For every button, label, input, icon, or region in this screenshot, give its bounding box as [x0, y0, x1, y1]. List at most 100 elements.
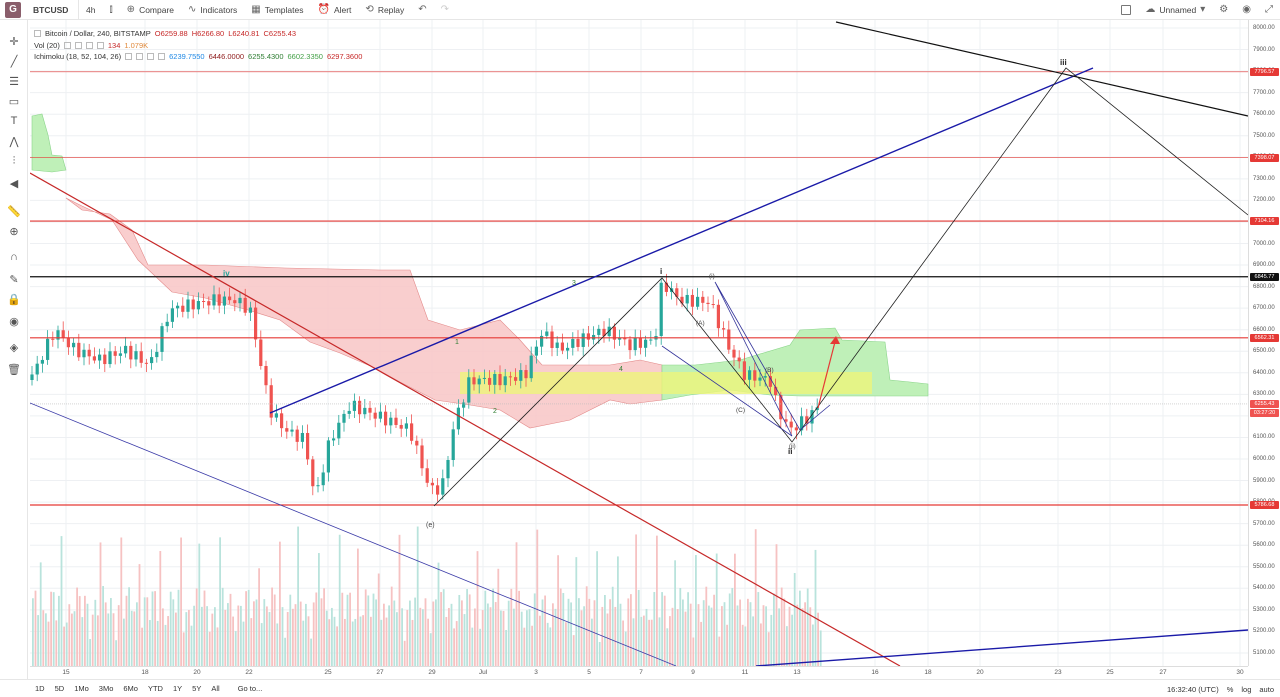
magnet-icon[interactable]: ∩: [10, 251, 18, 263]
range-all[interactable]: All: [211, 684, 220, 693]
legend-main-row[interactable]: Bitcoin / Dollar, 240, BITSTAMP O6259.88…: [34, 28, 362, 40]
time-tick: 18: [924, 669, 932, 676]
indicators-button[interactable]: ∿ Indicators: [181, 0, 244, 20]
text-icon[interactable]: T: [10, 115, 18, 127]
price-chart[interactable]: iv i ii iii 1 2 3 4 (e) (A) (B) (C) (i) …: [30, 20, 1248, 666]
log-toggle[interactable]: log: [1241, 684, 1252, 694]
horizontal-lines-icon[interactable]: ☰: [9, 75, 19, 88]
undo-button[interactable]: ↶: [411, 0, 433, 20]
legend-volume-row[interactable]: Vol (20) 134 1.079K: [34, 40, 362, 52]
legend-ichimoku-row[interactable]: Ichimoku (18, 52, 104, 26) 6239.7550 644…: [34, 51, 362, 63]
ichimoku-cloud-bullish-left: [31, 113, 67, 173]
close-small-icon[interactable]: [85, 41, 93, 49]
close-small-icon[interactable]: [147, 53, 155, 61]
price-tick: 6600.00: [1253, 326, 1275, 333]
volume-bar: [604, 595, 606, 666]
range-3mo[interactable]: 3Mo: [98, 684, 114, 693]
symbol-search[interactable]: BTCUSD: [21, 0, 79, 20]
candle-body: [420, 445, 424, 469]
volume-bar: [370, 616, 372, 666]
interval-button[interactable]: 4h: [86, 4, 96, 15]
templates-button[interactable]: ▦ Templates: [244, 0, 310, 20]
percent-toggle[interactable]: %: [1226, 684, 1234, 694]
volume-bar: [406, 609, 409, 666]
snapshot-button[interactable]: ◉: [1235, 0, 1258, 20]
range-5y[interactable]: 5Y: [192, 684, 202, 693]
volume-bar: [609, 599, 611, 666]
range-1y[interactable]: 1Y: [172, 684, 183, 693]
time-axis[interactable]: 15 18 20 22 25 27 29 Jul 3 5 7 9 11 13 16 18 20 23 25 27 30: [30, 666, 1248, 679]
utc-clock[interactable]: 16:32:40 (UTC): [1167, 684, 1219, 694]
candle-body: [784, 419, 788, 422]
zoom-icon[interactable]: ⊕: [9, 225, 19, 238]
volume-bar: [541, 599, 544, 666]
range-1mo[interactable]: 1Mo: [74, 684, 89, 693]
candle-body: [259, 339, 263, 366]
crosshair-icon[interactable]: ✛: [9, 35, 19, 48]
eye-small-icon[interactable]: [125, 53, 133, 61]
range-ytd[interactable]: YTD: [147, 684, 163, 693]
candle-body: [550, 331, 554, 348]
hide-toolbar-icon[interactable]: ◀: [9, 177, 19, 190]
ichimoku-base: 6446.0000: [208, 52, 245, 61]
volume-bar: [809, 607, 812, 666]
layout-menu[interactable]: ☁ Unnamed ▾: [1138, 0, 1212, 20]
goto-button[interactable]: Go to...: [237, 684, 263, 693]
volume-bar: [266, 606, 268, 666]
auto-toggle[interactable]: auto: [1259, 684, 1274, 694]
app-logo[interactable]: G: [5, 1, 21, 18]
eye-icon[interactable]: ◉: [9, 315, 19, 328]
time-tick: 29: [428, 669, 436, 676]
range-5d[interactable]: 5D: [54, 684, 65, 693]
replay-button[interactable]: ⟲ Replay: [358, 0, 411, 20]
trendline-icon[interactable]: ╱: [10, 55, 18, 68]
wave-label-iii: iii: [1060, 58, 1067, 67]
range-6mo[interactable]: 6Mo: [123, 684, 138, 693]
candle-body: [586, 333, 590, 340]
compare-button[interactable]: ⊕ Compare: [120, 0, 181, 20]
ruler-icon[interactable]: 📏: [7, 205, 21, 218]
settings-small-icon[interactable]: [74, 41, 82, 49]
lock-icon[interactable]: 🔒: [7, 293, 21, 306]
rectangle-icon[interactable]: ▭: [8, 95, 20, 108]
alert-button[interactable]: ⏰ Alert: [310, 0, 358, 20]
templates-label: Templates: [264, 4, 304, 15]
volume-bar: [177, 589, 180, 666]
chart-type-button[interactable]: ⫾: [102, 0, 119, 20]
volume-bar: [117, 605, 120, 666]
volume-bar: [120, 537, 123, 666]
volume-bar: [819, 630, 822, 666]
candle-body: [150, 357, 154, 364]
layers-icon[interactable]: ◈: [9, 341, 19, 354]
volume-bar: [377, 573, 380, 666]
price-tick: 5600.00: [1253, 542, 1275, 549]
candle-body: [378, 411, 382, 419]
volume-bar: [575, 557, 578, 666]
volume-bar: [73, 611, 76, 666]
range-1d[interactable]: 1D: [35, 684, 45, 693]
volume-bar: [214, 607, 216, 666]
redo-button[interactable]: ↷: [434, 0, 456, 20]
volume-bar: [539, 615, 541, 666]
settings-small-icon[interactable]: [136, 53, 144, 61]
collapse-icon[interactable]: [34, 30, 41, 38]
time-tick: 27: [1159, 669, 1167, 676]
eye-small-icon[interactable]: [63, 41, 71, 49]
settings-button[interactable]: ⚙: [1212, 0, 1235, 20]
layout-toggle[interactable]: [1114, 0, 1138, 20]
projection-arrow-head: [830, 336, 840, 344]
stay-drawing-icon[interactable]: ✎: [9, 273, 19, 286]
pattern-icon[interactable]: ⋀: [9, 135, 19, 148]
price-axis[interactable]: 8000.007900.007800.007700.007600.007500.…: [1248, 20, 1280, 666]
volume-bar: [159, 551, 162, 666]
prediction-icon[interactable]: ⫶: [12, 154, 16, 167]
more-small-icon[interactable]: [96, 41, 104, 49]
candle-body: [92, 356, 96, 361]
price-tick: 7000.00: [1253, 240, 1275, 247]
chart-pane[interactable]: iv i ii iii 1 2 3 4 (e) (A) (B) (C) (i) …: [30, 20, 1248, 666]
volume-bar: [424, 598, 427, 666]
fullscreen-button[interactable]: ⤢: [1258, 0, 1280, 20]
more-small-icon[interactable]: [158, 53, 166, 61]
trash-icon[interactable]: 🗑: [7, 363, 21, 376]
candle-body: [503, 376, 507, 386]
